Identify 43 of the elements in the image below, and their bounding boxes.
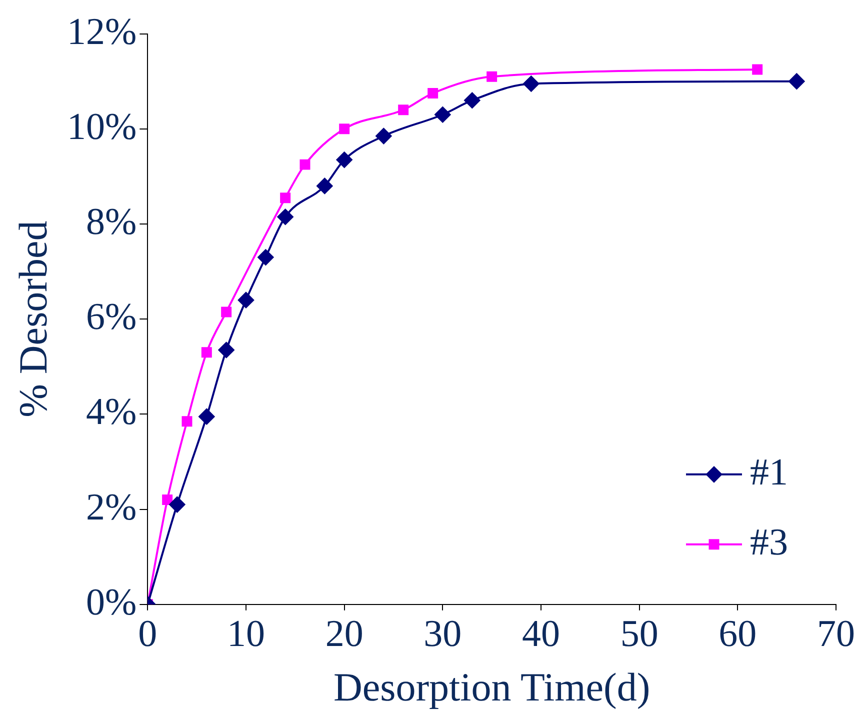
point (523, 76, 540, 92)
point (169, 496, 186, 513)
x-tick-label: 40 (522, 613, 560, 656)
point (198, 408, 215, 425)
x-tick-label: 70 (817, 613, 855, 656)
point (336, 152, 352, 168)
x-tick-label: 50 (620, 613, 658, 656)
y-tick-label: 10% (67, 106, 137, 148)
y-tick-label: 12% (67, 10, 137, 53)
point (238, 292, 254, 308)
point (300, 159, 310, 170)
point (428, 88, 438, 98)
point (376, 128, 392, 144)
point (221, 306, 232, 318)
legend-label: #1 (750, 451, 788, 494)
x-tick-label: 20 (325, 613, 364, 656)
point (218, 342, 234, 358)
point (434, 106, 451, 123)
y-tick-label: 4% (86, 391, 137, 434)
x-tick-label: 0 (138, 613, 158, 656)
point (258, 249, 274, 266)
legend-label: #3 (750, 521, 788, 564)
y-tick-label: 0% (86, 581, 137, 624)
point (398, 104, 409, 116)
x-tick-label: 30 (424, 613, 462, 656)
x-tick-label: 60 (718, 613, 757, 656)
point (486, 71, 498, 82)
point (464, 92, 480, 108)
point (277, 208, 294, 225)
point (339, 124, 350, 134)
y-tick-label: 8% (86, 200, 137, 243)
y-axis-title: % Desorbed (10, 220, 56, 418)
point (162, 494, 173, 506)
point (182, 416, 192, 427)
point (280, 192, 291, 204)
x-tick-label: 10 (226, 613, 265, 656)
y-tick-label: 6% (86, 296, 137, 338)
y-tick-label: 2% (86, 486, 137, 528)
point (201, 347, 212, 358)
point (316, 178, 333, 194)
point (788, 73, 805, 90)
point (752, 64, 763, 75)
x-axis-title: Desorption Time(d) (333, 664, 650, 710)
